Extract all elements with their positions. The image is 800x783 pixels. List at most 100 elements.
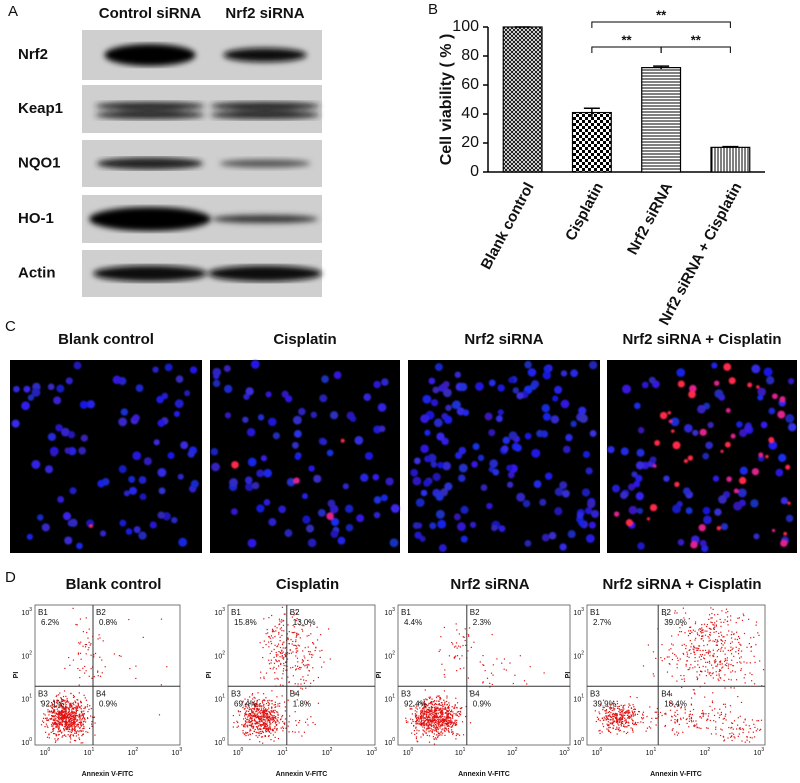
- event-dot: [250, 717, 251, 718]
- event-dot: [761, 720, 762, 721]
- event-dot: [249, 718, 250, 719]
- event-dot: [425, 714, 426, 715]
- event-dot: [275, 718, 276, 719]
- nucleus: [525, 540, 532, 547]
- y-tick-label: 100: [452, 18, 479, 35]
- nucleus: [278, 505, 286, 513]
- event-dot: [233, 722, 234, 723]
- nucleus: [676, 368, 685, 377]
- nucleus: [252, 482, 259, 489]
- nucleus: [738, 488, 747, 497]
- event-dot: [83, 734, 84, 735]
- event-dot: [284, 665, 285, 666]
- event-dot: [87, 711, 88, 712]
- event-dot: [72, 726, 73, 727]
- event-dot: [444, 627, 445, 628]
- event-dot: [465, 640, 466, 641]
- event-dot: [444, 703, 445, 704]
- event-dot: [623, 714, 624, 715]
- nucleus: [229, 478, 238, 487]
- event-dot: [435, 737, 436, 738]
- event-dot: [456, 629, 457, 630]
- event-dot: [675, 712, 676, 713]
- event-dot: [257, 722, 258, 723]
- event-dot: [249, 730, 250, 731]
- event-dot: [520, 655, 521, 656]
- event-dot: [612, 713, 613, 714]
- event-dot: [451, 710, 452, 711]
- nucleus: [360, 473, 368, 481]
- event-dot: [691, 717, 692, 718]
- nucleus: [273, 432, 280, 439]
- event-dot: [49, 711, 50, 712]
- nucleus: [636, 461, 644, 469]
- event-dot: [263, 618, 264, 619]
- event-dot: [728, 727, 729, 728]
- event-dot: [738, 650, 739, 651]
- nucleus: [251, 360, 260, 369]
- event-dot: [708, 650, 709, 651]
- event-dot: [432, 719, 433, 720]
- event-dot: [81, 742, 82, 743]
- event-dot: [617, 706, 618, 707]
- event-dot: [70, 707, 71, 708]
- event-dot: [263, 693, 264, 694]
- event-dot: [279, 656, 280, 657]
- event-dot: [264, 714, 265, 715]
- nucleus: [637, 542, 644, 549]
- event-dot: [442, 704, 443, 705]
- bar: [503, 27, 542, 172]
- plot-title: Cisplatin: [276, 576, 339, 593]
- nucleus: [549, 532, 557, 540]
- event-dot: [66, 709, 67, 710]
- event-dot: [98, 634, 99, 635]
- event-dot: [609, 714, 610, 715]
- event-dot: [87, 732, 88, 733]
- event-dot: [68, 724, 69, 725]
- event-dot: [63, 717, 64, 718]
- event-dot: [731, 679, 732, 680]
- event-dot: [728, 679, 729, 680]
- event-dot: [456, 735, 457, 736]
- nucleus: [225, 412, 231, 418]
- nucleus: [744, 424, 752, 432]
- event-dot: [265, 730, 266, 731]
- event-dot: [745, 674, 746, 675]
- event-dot: [98, 638, 99, 639]
- event-dot: [84, 719, 85, 720]
- event-dot: [610, 722, 611, 723]
- event-dot: [282, 695, 283, 696]
- apoptotic-cell: [653, 464, 656, 467]
- nucleus: [48, 383, 55, 390]
- event-dot: [602, 709, 603, 710]
- event-dot: [686, 645, 687, 646]
- apoptotic-cell: [326, 512, 334, 520]
- event-dot: [690, 711, 691, 712]
- event-dot: [421, 716, 422, 717]
- event-dot: [246, 722, 247, 723]
- event-dot: [295, 641, 296, 642]
- event-dot: [68, 731, 69, 732]
- event-dot: [85, 731, 86, 732]
- event-dot: [731, 740, 732, 741]
- event-dot: [68, 721, 69, 722]
- event-dot: [73, 713, 74, 714]
- event-dot: [257, 708, 258, 709]
- quadrant-value: 92.4%: [404, 699, 427, 708]
- event-dot: [689, 716, 690, 717]
- event-dot: [304, 665, 305, 666]
- event-dot: [84, 666, 85, 667]
- event-dot: [312, 642, 313, 643]
- event-dot: [716, 644, 717, 645]
- event-dot: [647, 728, 648, 729]
- event-dot: [431, 698, 432, 699]
- event-dot: [448, 708, 449, 709]
- event-dot: [603, 720, 604, 721]
- x-tick-label: 103: [366, 747, 377, 757]
- event-dot: [685, 648, 686, 649]
- event-dot: [268, 660, 269, 661]
- nucleus: [700, 540, 707, 547]
- event-dot: [693, 720, 694, 721]
- event-dot: [734, 687, 735, 688]
- nucleus: [781, 497, 788, 504]
